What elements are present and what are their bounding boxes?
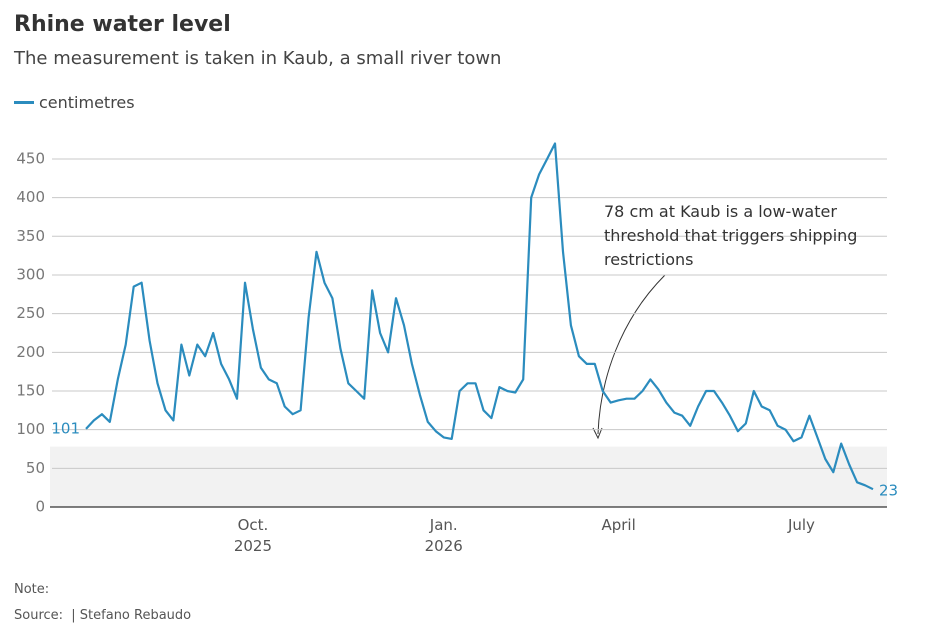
y-tick-label: 350 xyxy=(16,227,45,245)
y-tick-label: 450 xyxy=(16,149,45,167)
y-tick-label: 0 xyxy=(35,498,45,516)
x-tick-label: Jan. 2026 xyxy=(424,516,463,555)
source: Source: | Stefano Rebaudo xyxy=(14,608,192,623)
y-tick-label: 50 xyxy=(26,459,45,477)
end-label: 23 xyxy=(879,482,898,500)
y-tick-label: 400 xyxy=(16,188,45,206)
y-tick-label: 100 xyxy=(16,420,45,438)
annotation-arrow xyxy=(597,274,666,435)
annotation: 78 cm at Kaub is a low-water threshold t… xyxy=(604,202,858,269)
x-tick-label: Oct. 2025 xyxy=(233,516,273,555)
chart-title: Rhine water level xyxy=(14,12,231,37)
low-water-band xyxy=(50,446,887,507)
start-label: 101 xyxy=(51,419,80,437)
y-tick-label: 150 xyxy=(16,381,45,399)
y-tick-label: 300 xyxy=(16,265,45,283)
annotation-arrowhead xyxy=(592,427,603,440)
y-tick-label: 200 xyxy=(16,343,45,361)
x-tick-label: July xyxy=(787,516,815,534)
note: Note: xyxy=(14,582,50,597)
legend: centimetres xyxy=(14,93,135,112)
legend-label: centimetres xyxy=(39,93,135,112)
chart-subtitle: The measurement is taken in Kaub, a smal… xyxy=(14,48,502,69)
legend-swatch xyxy=(14,101,34,104)
data-line xyxy=(85,142,874,491)
x-tick-label: April xyxy=(601,516,636,534)
y-tick-label: 250 xyxy=(16,304,45,322)
